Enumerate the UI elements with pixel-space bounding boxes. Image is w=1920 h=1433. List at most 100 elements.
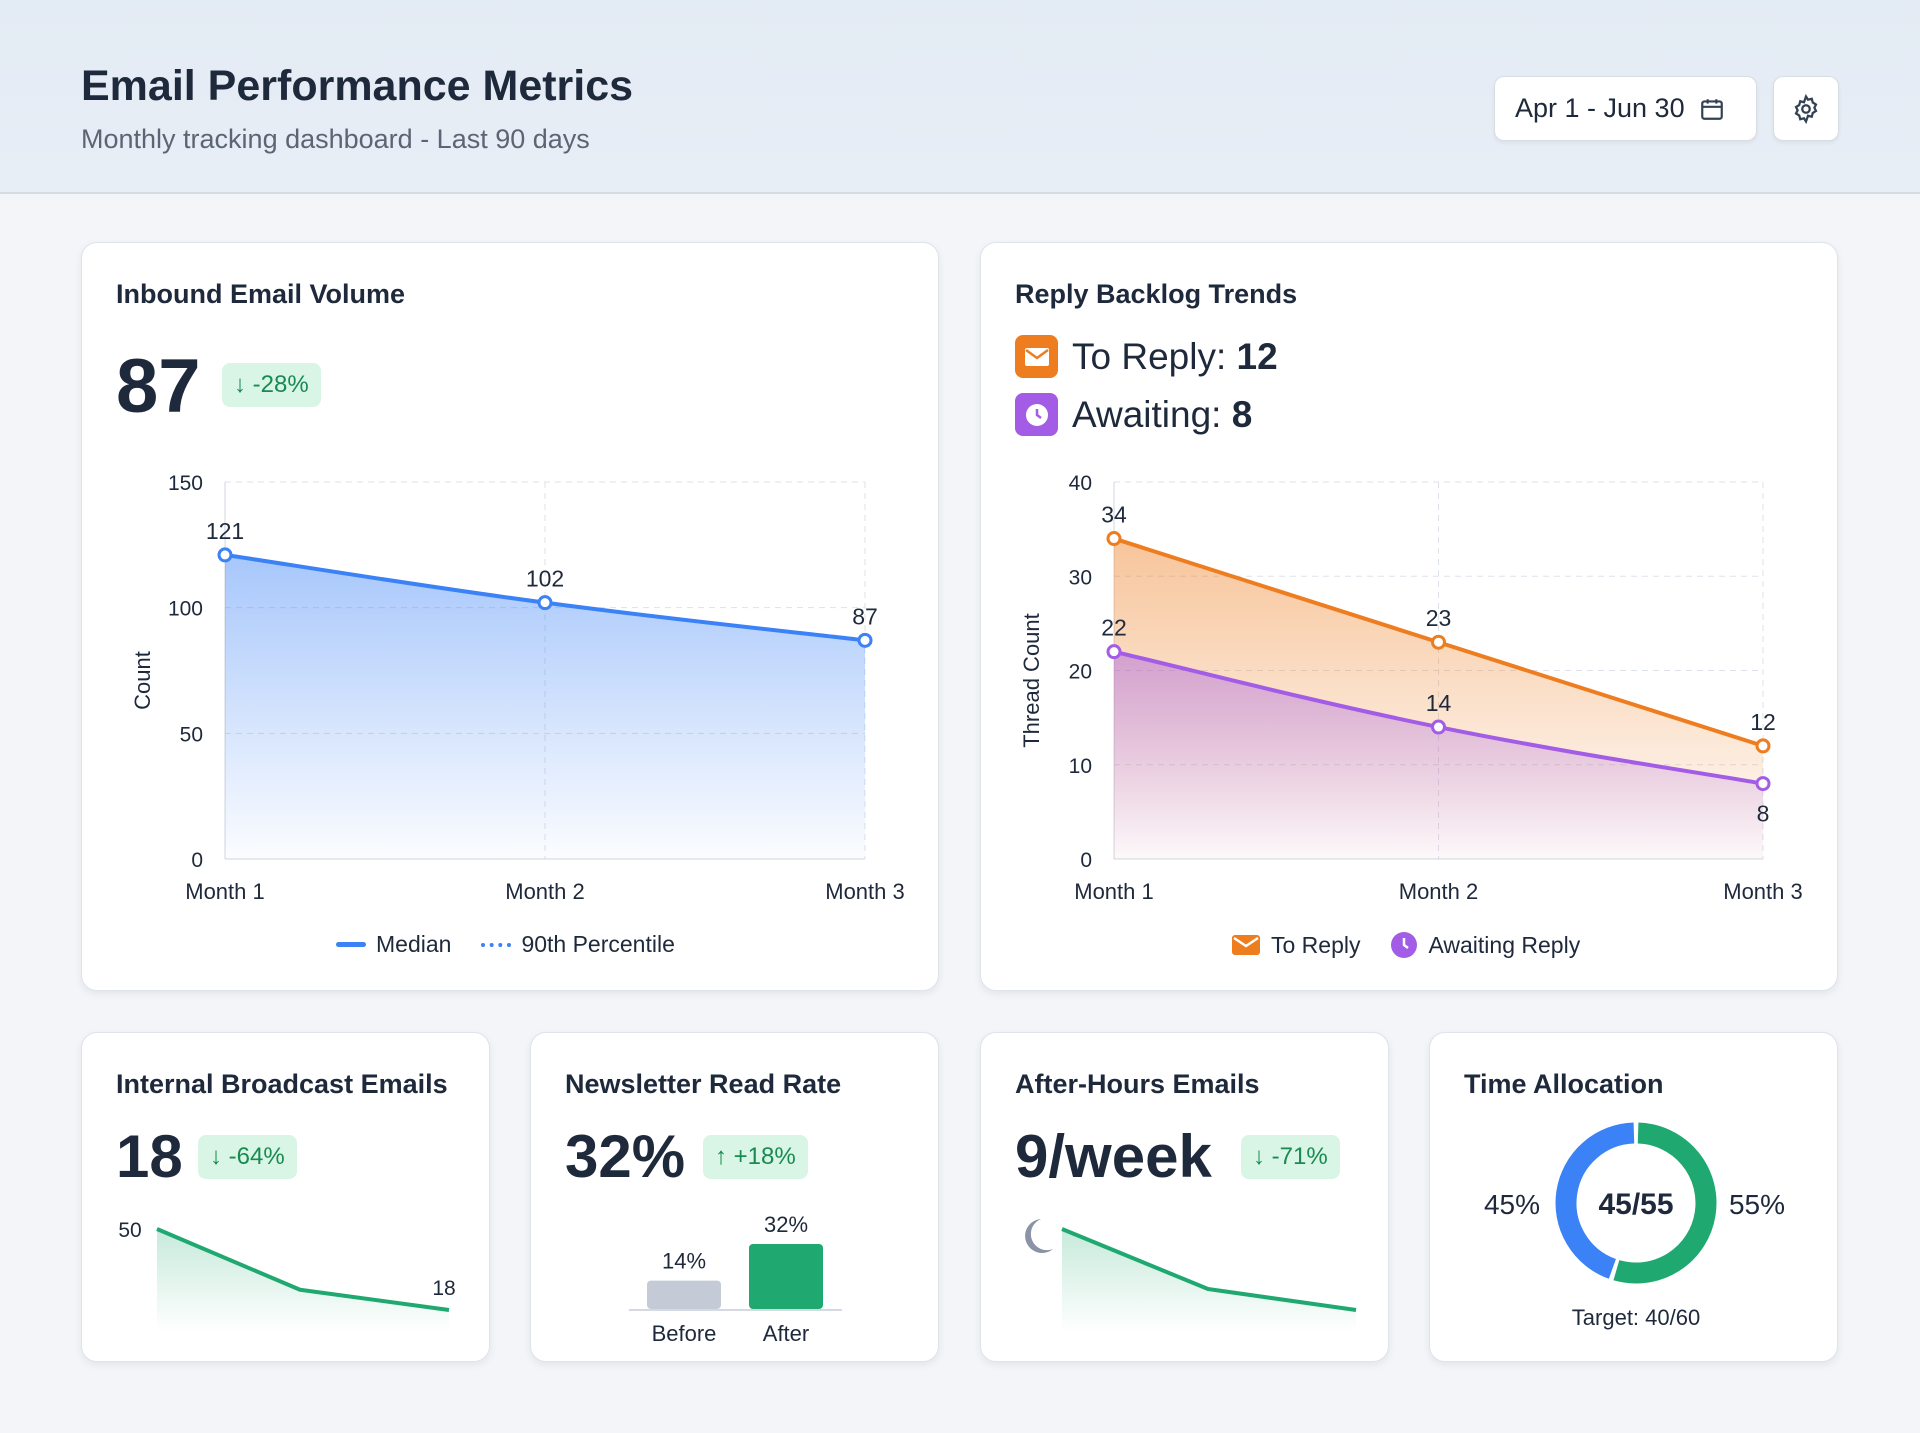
after-hours-sparkline	[1025, 1219, 1357, 1333]
card-title: After-Hours Emails	[1015, 1069, 1260, 1099]
legend-p90-swatch	[481, 942, 512, 947]
target-label: Target: 40/60	[1572, 1305, 1700, 1330]
y-tick-label: 0	[1080, 849, 1092, 872]
envelope-icon	[1232, 935, 1260, 955]
gear-icon	[1794, 93, 1818, 124]
bar-before	[647, 1280, 721, 1309]
newsletter-value: 32%	[565, 1123, 686, 1190]
sparkline-end-label: 18	[432, 1277, 455, 1300]
legend-awaiting-label: Awaiting Reply	[1428, 931, 1581, 958]
data-point	[1431, 634, 1446, 650]
sparkline-area	[1062, 1229, 1356, 1333]
page-subtitle: Monthly tracking dashboard - Last 90 day…	[81, 124, 590, 154]
data-label: 12	[1750, 709, 1776, 735]
donut-right-label: 55%	[1729, 1189, 1785, 1220]
card-title: Reply Backlog Trends	[1015, 279, 1298, 309]
y-axis-title: Count	[130, 651, 155, 710]
donut-left-label: 45%	[1484, 1189, 1540, 1220]
x-tick-label: Month 2	[1399, 879, 1479, 904]
series-area	[225, 554, 865, 859]
data-label: 8	[1757, 801, 1770, 827]
data-point	[1431, 719, 1446, 735]
bar-after	[749, 1244, 823, 1309]
broadcast-sparkline: 50 18	[118, 1219, 456, 1333]
clock-icon	[1391, 932, 1418, 958]
inbound-volume-card: Inbound Email Volume 87 ↓ -28% 0 50 100 150…	[81, 242, 939, 991]
y-tick-label: 30	[1069, 566, 1092, 589]
sparkline-line	[156, 1227, 450, 1312]
y-tick-label: 40	[1069, 472, 1092, 495]
y-tick-label: 150	[168, 472, 203, 495]
calendar-icon	[1700, 98, 1723, 120]
date-range-button[interactable]: Apr 1 - Jun 30	[1494, 76, 1757, 141]
data-point	[537, 595, 553, 611]
x-tick-label: Month 2	[505, 879, 585, 904]
data-label: 87	[852, 603, 878, 629]
to-reply-value: 12	[1236, 335, 1278, 377]
data-label: 23	[1426, 605, 1452, 631]
card-title: Internal Broadcast Emails	[116, 1069, 448, 1099]
sparkline-start-label: 50	[118, 1219, 141, 1242]
reply-backlog-chart: 0 10 20 30 40 Month 1 Month 2 Month 3 Thread Cou…	[1019, 472, 1803, 904]
sparkline-area	[157, 1229, 449, 1333]
legend-p90-label: 90th Percentile	[521, 931, 675, 957]
awaiting-summary: Awaiting: 8	[1015, 393, 1252, 436]
chart-legend: Median 90th Percentile	[336, 931, 675, 958]
donut-segment-45	[1555, 1122, 1635, 1279]
change-badge: ↑ +18%	[703, 1135, 808, 1179]
data-point	[217, 547, 233, 563]
donut-center-label: 45/55	[1598, 1188, 1673, 1221]
envelope-icon	[1015, 335, 1058, 378]
card-title: Inbound Email Volume	[116, 279, 406, 309]
series-area	[1114, 651, 1763, 859]
after-hours-card: After-Hours Emails 9/week ↓ -71%	[980, 1032, 1389, 1362]
x-tick-label: Month 3	[1723, 879, 1803, 904]
data-point	[1106, 644, 1122, 660]
legend-to-reply-label: To Reply	[1271, 931, 1361, 958]
card-title: Newsletter Read Rate	[565, 1069, 842, 1099]
broadcast-value: 18	[116, 1123, 183, 1190]
awaiting-label: Awaiting:	[1072, 393, 1232, 435]
y-tick-label: 100	[168, 598, 203, 621]
card-title: Time Allocation	[1464, 1069, 1664, 1099]
page-title: Email Performance Metrics	[81, 62, 634, 110]
y-axis-title: Thread Count	[1019, 613, 1044, 748]
data-label: 121	[206, 518, 244, 544]
data-point	[1106, 531, 1122, 547]
newsletter-bar-chart: 14% Before 32% After	[629, 1212, 842, 1346]
x-tick-label: Month 1	[1074, 879, 1154, 904]
bar-value-label: 32%	[764, 1212, 808, 1237]
bar-category-label: Before	[652, 1321, 717, 1346]
data-label: 22	[1101, 615, 1127, 641]
change-badge: ↓ -28%	[222, 363, 321, 407]
settings-button[interactable]	[1773, 76, 1839, 141]
reply-backlog-card: Reply Backlog Trends To Reply: 12 Awaiti…	[980, 242, 1838, 991]
inbound-value: 87	[116, 344, 201, 429]
after-hours-value: 9/week	[1015, 1123, 1212, 1190]
inbound-volume-chart: 0 50 100 150 Month 1 Month 2 Month 3 Count 121 10…	[130, 472, 905, 904]
data-label: 102	[526, 566, 564, 592]
to-reply-label: To Reply:	[1072, 335, 1237, 377]
bar-category-label: After	[763, 1321, 809, 1346]
awaiting-value: 8	[1231, 393, 1253, 435]
y-tick-label: 20	[1069, 661, 1092, 684]
y-tick-label: 0	[191, 849, 203, 872]
header: Email Performance Metrics Monthly tracki…	[0, 0, 1920, 194]
time-allocation-donut: 45/55 45% 55% Target: 40/60	[1484, 1122, 1785, 1330]
clock-icon	[1015, 393, 1058, 436]
chart-legend: To Reply Awaiting Reply	[1231, 931, 1580, 959]
x-tick-label: Month 3	[825, 879, 905, 904]
y-tick-label: 50	[180, 723, 203, 746]
internal-broadcast-card: Internal Broadcast Emails 18 ↓ -64% 50 1…	[81, 1032, 490, 1362]
newsletter-read-rate-card: Newsletter Read Rate 32% ↑ +18% 14% Befor…	[530, 1032, 939, 1362]
donut-segment-55	[1613, 1122, 1717, 1284]
to-reply-summary: To Reply: 12	[1015, 335, 1278, 378]
change-badge: ↓ -71%	[1241, 1135, 1340, 1179]
legend-median-label: Median	[376, 931, 452, 957]
sparkline-line	[1061, 1227, 1357, 1312]
data-point	[1755, 738, 1771, 754]
data-label: 14	[1426, 690, 1452, 716]
x-tick-label: Month 1	[185, 879, 265, 904]
date-range-label: Apr 1 - Jun 30	[1515, 93, 1685, 123]
legend-median-swatch	[336, 942, 366, 947]
